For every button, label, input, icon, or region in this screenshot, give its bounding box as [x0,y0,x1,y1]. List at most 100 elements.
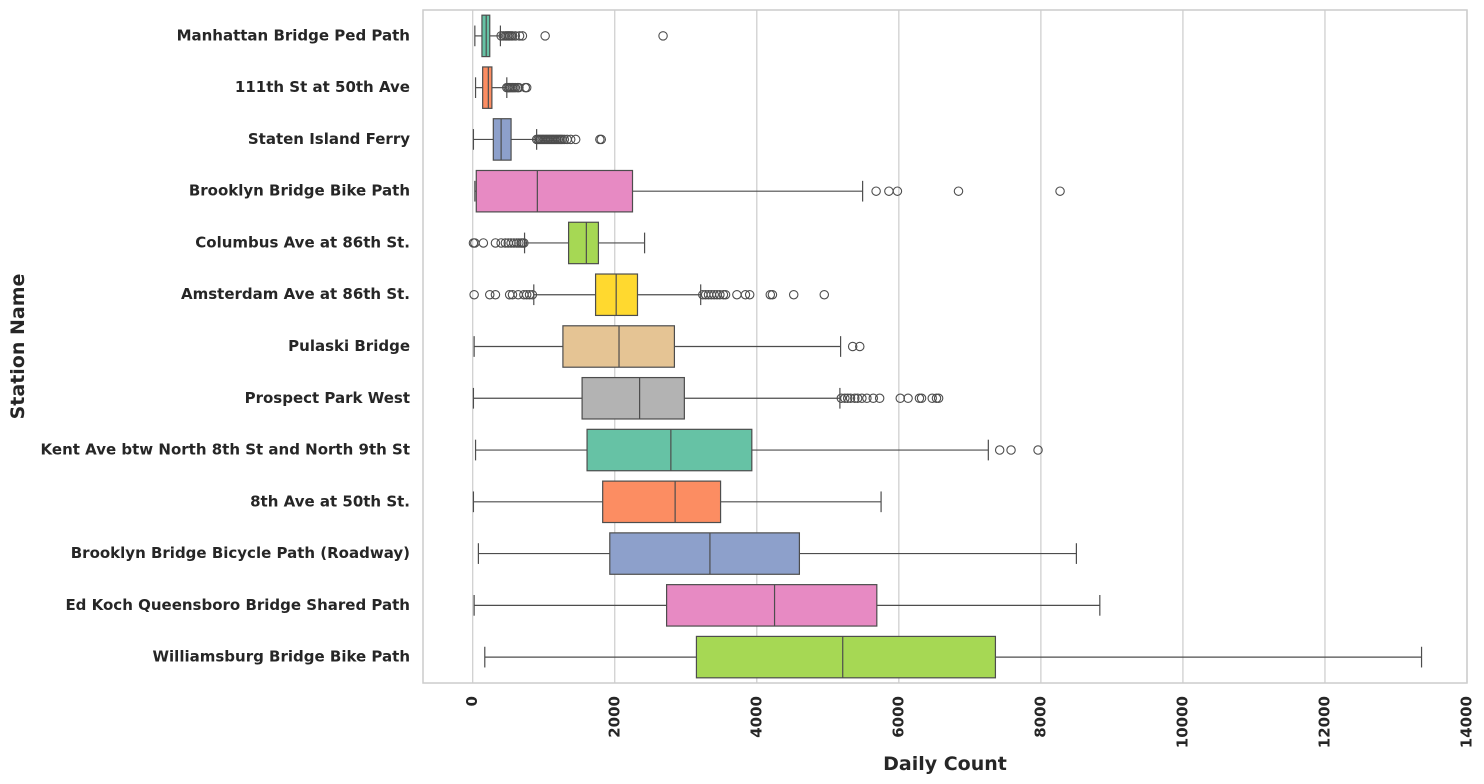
outlier-point [517,31,528,41]
outlier-point [850,393,860,404]
outlier-point [510,31,521,41]
outlier-point [933,393,944,404]
outlier-point [819,289,830,300]
outlier-point [519,238,529,248]
box-group [472,118,607,161]
outlier-point [1055,186,1065,196]
outlier-point [521,82,532,93]
box-series [468,14,1423,679]
outlier-point [862,393,872,404]
box [581,376,685,420]
outlier-point [514,82,524,93]
box [665,584,878,627]
box-group [474,14,668,58]
x-tick-label: 10000 [1173,696,1191,748]
outlier-point [740,289,751,300]
box [567,221,600,265]
outlier-point [732,289,742,300]
y-tick-label: Columbus Ave at 86th St. [195,233,410,251]
outlier-point [953,186,964,196]
outlier-point [507,31,518,41]
y-tick-label: Staten Island Ferry [248,130,410,148]
y-tick-label: 111th St at 50th Ave [235,78,410,96]
outlier-point [765,289,776,300]
box-group [474,169,1065,213]
outlier-point [1033,445,1043,455]
outlier-point [874,393,885,404]
plot-frame [422,9,1468,684]
outlier-point [596,134,607,145]
outlier-point [658,31,668,41]
outlier-point [540,31,550,41]
x-tick-label: 12000 [1315,696,1333,748]
outlier-point [506,238,516,248]
outlier-point [485,289,495,300]
y-tick-label: Brooklyn Bridge Bicycle Path (Roadway) [71,544,410,562]
x-tick-label: 6000 [889,696,907,738]
outlier-point [490,238,501,248]
outlier-point [994,445,1005,455]
box-group [474,428,1043,472]
y-tick-label: Pulaski Bridge [288,337,410,355]
outlier-point [852,393,863,404]
y-tick-label: Kent Ave btw North 8th St and North 9th … [41,441,410,459]
x-tick-labels: 0 2000 4000 6000 8000 10000 12000 14000 [463,696,1475,748]
outlier-point [496,238,506,248]
outlier-point [559,134,570,145]
outlier-point [927,393,937,404]
outlier-point [788,289,799,300]
box-group [477,532,1077,575]
x-axis-label: Daily Count [883,753,1007,775]
outlier-point [1006,445,1016,455]
outlier-point [744,289,755,300]
outlier-point [767,289,778,300]
box-group [472,480,882,524]
outlier-point [524,289,535,300]
y-tick-label: Brooklyn Bridge Bike Path [189,182,410,200]
outlier-point [521,289,532,300]
outlier-point [903,393,913,404]
box-group [472,376,944,420]
x-tick-label: 4000 [747,696,765,738]
outlier-point [855,341,865,352]
outlier-point [527,289,538,300]
outlier-point [715,289,725,300]
y-tick-labels: Manhattan Bridge Ped Path 111th St at 50t… [41,26,411,665]
box-group [468,221,646,265]
outlier-point [847,341,858,352]
outlier-point [916,393,927,404]
y-tick-label: Prospect Park West [245,389,410,407]
outlier-point [842,393,853,404]
outlier-point [709,289,719,300]
outlier-point [490,289,501,300]
outlier-point [914,393,925,404]
box [602,480,722,524]
box [482,66,493,109]
box-group [473,325,865,368]
outlier-point [469,289,479,300]
outlier-point [871,186,881,196]
outlier-point [884,186,894,196]
box-group [474,66,532,109]
box-group [484,635,1423,679]
outlier-point [895,393,906,404]
box [586,428,753,472]
outlier-point [845,393,856,404]
box [492,118,512,161]
y-tick-label: 8th Ave at 50th St. [250,492,410,510]
outlier-point [857,393,867,404]
x-tick-label: 14000 [1458,696,1476,748]
y-tick-label: Williamsburg Bridge Bike Path [152,648,410,666]
outlier-point [478,238,489,248]
box-group [473,584,1101,627]
outlier-point [836,393,847,404]
box [695,635,997,679]
x-tick-label: 0 [463,696,481,706]
y-tick-label: Amsterdam Ave at 86th St. [181,285,410,303]
outlier-point [507,289,518,300]
outlier-point [720,289,731,300]
x-tick-label: 2000 [605,696,623,738]
outlier-point [892,186,903,196]
y-axis-label: Station Name [7,274,29,420]
